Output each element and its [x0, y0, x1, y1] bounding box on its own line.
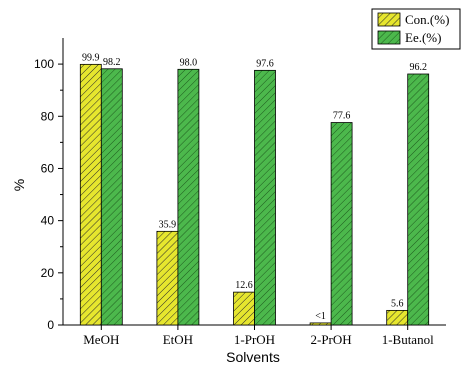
x-axis-title: Solvents [226, 349, 280, 365]
bar-con [156, 230, 179, 326]
legend: Con.(%) Ee.(%) [371, 8, 461, 50]
bar-ee [177, 68, 200, 326]
data-label-con: 12.6 [235, 280, 253, 291]
legend-label-con: Con.(%) [405, 12, 449, 27]
data-label-con: 35.9 [159, 219, 177, 230]
y-tick-label: 60 [41, 161, 55, 175]
data-label-con: 5.6 [391, 298, 404, 309]
bar-con [386, 309, 409, 326]
y-tick-label: 20 [41, 266, 55, 280]
legend-label-ee: Ee.(%) [405, 30, 441, 45]
y-axis-title: % [11, 179, 27, 191]
x-category-label: 2-PrOH [311, 332, 352, 347]
bar-ee [407, 73, 430, 326]
y-ticks: 0 20 40 60 80 100 [34, 57, 63, 332]
legend-swatch-ee [377, 30, 401, 45]
data-label-ee: 98.2 [103, 57, 121, 68]
y-tick-label: 100 [34, 57, 54, 71]
data-label-con: 99.9 [82, 52, 100, 63]
x-category-label: 1-PrOH [234, 332, 275, 347]
legend-swatch-con [377, 12, 401, 27]
bar-labels: 99.9 35.9 12.6 <1 5.6 98.2 98.0 97.6 77.6 96.2 [82, 52, 427, 322]
x-category-label: MeOH [83, 332, 119, 347]
bar-con [309, 322, 332, 326]
y-tick-label: 80 [41, 109, 55, 123]
data-label-ee: 96.2 [409, 62, 427, 73]
x-category-label: 1-Butanol [382, 332, 434, 347]
data-label-ee: 98.0 [180, 57, 198, 68]
bar-ee [100, 68, 123, 326]
bar-ee [330, 122, 353, 326]
y-tick-label: 40 [41, 214, 55, 228]
y-tick-label: 0 [47, 318, 54, 332]
data-label-ee: 97.6 [256, 58, 274, 69]
bar-ee [254, 69, 276, 326]
x-category-label: EtOH [163, 332, 193, 347]
data-label-con: <1 [315, 311, 326, 322]
data-label-ee: 77.6 [333, 111, 351, 122]
bar-con [79, 63, 102, 326]
bars [79, 63, 430, 326]
bar-con [233, 291, 255, 326]
x-ticks: MeOH EtOH 1-PrOH 2-PrOH 1-Butanol [83, 325, 434, 347]
